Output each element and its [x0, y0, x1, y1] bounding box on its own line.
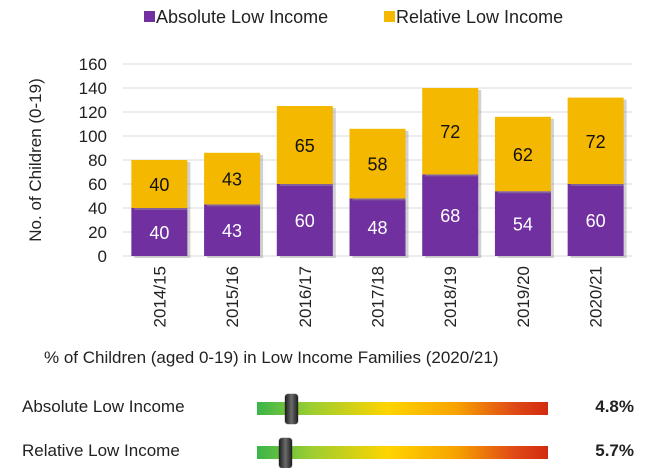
- y-tick-label: 100: [79, 127, 107, 146]
- data-label: 48: [367, 218, 387, 238]
- bar-segment: [422, 174, 479, 256]
- gauge-label: Absolute Low Income: [22, 397, 185, 416]
- bar-segment: [204, 152, 261, 205]
- stacked-bar-chart: Absolute Low Income Relative Low Income 0…: [26, 7, 632, 327]
- gauge-value: 5.7%: [595, 441, 634, 460]
- x-tick-label: 2018/19: [441, 266, 460, 327]
- bar-segment: [567, 97, 624, 184]
- bars: 40 40 43 43 60 65 48 58 68 72 54 62 60 72: [131, 88, 627, 258]
- data-label: 72: [440, 122, 460, 142]
- y-tick-label: 120: [79, 103, 107, 122]
- y-tick-label: 160: [79, 55, 107, 74]
- data-label: 54: [513, 215, 533, 235]
- y-tick-label: 60: [88, 175, 107, 194]
- data-label: 62: [513, 145, 533, 165]
- gauge-absolute: Absolute Low Income 4.8%: [22, 394, 642, 424]
- bar-segment: [276, 106, 333, 184]
- y-axis-ticks: 0 20 40 60 80 100 120 140 160: [79, 55, 107, 266]
- data-label: 72: [586, 132, 606, 152]
- legend-swatch: [384, 11, 395, 22]
- x-tick-label: 2019/20: [514, 266, 533, 327]
- data-label: 68: [440, 206, 460, 226]
- bar-segment: [567, 184, 624, 256]
- gauge-section-title: % of Children (aged 0-19) in Low Income …: [44, 348, 499, 367]
- gauge-marker: [279, 438, 293, 468]
- y-tick-label: 80: [88, 151, 107, 170]
- bar-segment: [349, 198, 406, 256]
- gauge-relative: Relative Low Income 5.7%: [22, 438, 642, 468]
- data-label: 65: [295, 136, 315, 156]
- gauge-label: Relative Low Income: [22, 441, 180, 460]
- x-tick-label: 2016/17: [296, 266, 315, 327]
- gauge-value: 4.8%: [595, 397, 634, 416]
- bar-segment: [349, 128, 406, 199]
- bar-segment: [494, 191, 551, 256]
- bar-segment: [494, 116, 551, 192]
- data-label: 43: [222, 221, 242, 241]
- bar-segment: [276, 184, 333, 256]
- x-tick-label: 2015/16: [223, 266, 242, 327]
- bar-segment: [131, 208, 188, 256]
- data-label: 40: [149, 175, 169, 195]
- data-label: 60: [295, 211, 315, 231]
- x-tick-label: 2014/15: [150, 266, 169, 327]
- gauge-track: [257, 438, 548, 468]
- legend-swatch: [144, 11, 155, 22]
- y-tick-label: 40: [88, 199, 107, 218]
- data-label: 60: [586, 211, 606, 231]
- legend-label: Relative Low Income: [396, 7, 563, 27]
- data-label: 43: [222, 170, 242, 190]
- x-tick-label: 2020/21: [587, 266, 606, 327]
- y-tick-label: 140: [79, 79, 107, 98]
- data-label: 58: [367, 155, 387, 175]
- legend-label: Absolute Low Income: [156, 7, 328, 27]
- bar-segment: [204, 204, 261, 256]
- y-tick-label: 20: [88, 223, 107, 242]
- y-axis-label: No. of Children (0-19): [26, 78, 45, 241]
- bar-segment: [131, 160, 188, 208]
- legend: Absolute Low Income Relative Low Income: [144, 7, 563, 27]
- gauge-track: [257, 394, 548, 424]
- x-axis-ticks: 2014/15 2015/16 2016/17 2017/18 2018/19 2019/…: [150, 266, 605, 327]
- y-tick-label: 0: [98, 247, 107, 266]
- bar-segment: [422, 88, 479, 175]
- x-tick-label: 2017/18: [369, 266, 388, 327]
- data-label: 40: [149, 223, 169, 243]
- gauge-marker: [284, 394, 298, 424]
